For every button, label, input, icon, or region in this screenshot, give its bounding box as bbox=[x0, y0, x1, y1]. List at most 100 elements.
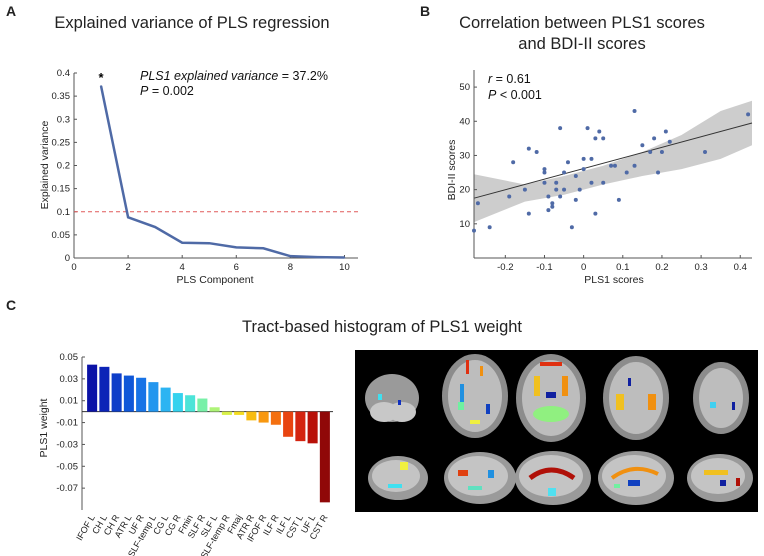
panel-c-bar bbox=[234, 411, 245, 415]
panel-a-xtick-label: 6 bbox=[234, 262, 239, 273]
panel-b-ytick-label: 30 bbox=[459, 150, 470, 161]
panel-b-scatter-point bbox=[581, 156, 586, 161]
panel-c-bar bbox=[148, 382, 159, 412]
panel-a-data-point bbox=[316, 256, 319, 258]
panel-b-scatter-point bbox=[616, 197, 621, 202]
brain-slice-axial-2 bbox=[442, 354, 508, 438]
panel-a-xtick-label: 10 bbox=[339, 262, 350, 273]
panel-b-scatter-point bbox=[542, 167, 547, 172]
panel-b-scatter-point bbox=[534, 150, 539, 155]
panel-a-ytick-label: 0 bbox=[65, 253, 70, 264]
panel-b-scatter-point bbox=[624, 170, 629, 175]
panel-c-title: Tract-based histogram of PLS1 weight bbox=[242, 318, 522, 336]
panel-a-significance-marker: * bbox=[99, 70, 105, 85]
panel-b-scatter-point bbox=[601, 180, 606, 185]
panel-b-xtick-label: -0.1 bbox=[536, 262, 552, 273]
panel-b-scatter-point bbox=[487, 225, 492, 230]
panel-b-xtick-label: 0.2 bbox=[655, 262, 668, 273]
panel-b-scatter-point bbox=[593, 211, 598, 216]
panel-a-data-point bbox=[181, 241, 183, 244]
panel-c-ytick-label: 0.05 bbox=[60, 352, 79, 363]
panel-a-ylabel: Explained variance bbox=[39, 120, 51, 209]
panel-b-scatter-point bbox=[659, 150, 664, 155]
panel-a-data-point bbox=[127, 216, 129, 219]
panel-c-bar bbox=[258, 411, 269, 423]
panel-b-scatter-point bbox=[601, 136, 606, 141]
panel-c-ytick-label: 0.01 bbox=[60, 396, 79, 407]
panel-a-ytick-label: 0.2 bbox=[57, 161, 70, 172]
panel-b-scatter-point bbox=[640, 143, 645, 148]
panel-b-title-line1: Correlation between PLS1 scores bbox=[459, 14, 705, 32]
brain-slice-axial-4 bbox=[603, 356, 669, 440]
panel-b-scatter-point bbox=[475, 201, 480, 206]
panel-c-bar bbox=[172, 393, 183, 412]
panel-b-scatter-point bbox=[593, 136, 598, 141]
panel-b-scatter-point bbox=[558, 194, 563, 199]
panel-b-scatter-point bbox=[632, 163, 637, 168]
brain-slice-axial-3 bbox=[516, 354, 586, 442]
panel-c-bar bbox=[160, 387, 171, 412]
panel-b-scatter-point bbox=[573, 197, 578, 202]
panel-c-ylabel: PLS1 weight bbox=[38, 398, 50, 457]
panel-a-data-point bbox=[289, 255, 292, 257]
panel-b-scatter-point bbox=[569, 225, 574, 230]
brain-slice-sagittal-1 bbox=[368, 456, 428, 500]
brain-slice-sagittal-2 bbox=[444, 452, 516, 504]
panel-c-ytick-label: 0.03 bbox=[60, 374, 79, 385]
panel-b-xtick-label: -0.2 bbox=[497, 262, 513, 273]
panel-a-data-point bbox=[343, 256, 346, 259]
panel-b-scatter-point bbox=[703, 150, 708, 155]
panel-letter-a: A bbox=[6, 3, 16, 19]
panel-c-bar bbox=[246, 411, 257, 421]
brain-slice-axial-1 bbox=[365, 374, 419, 422]
panel-b-xtick-label: 0 bbox=[581, 262, 586, 273]
panel-b-scatter-point bbox=[589, 180, 594, 185]
panel-b-scatter-point bbox=[554, 187, 559, 192]
panel-a-xlabel: PLS Component bbox=[176, 274, 253, 286]
panel-b-scatter-point bbox=[550, 201, 555, 206]
panel-b-scatter-point bbox=[597, 129, 602, 134]
panel-c-bar bbox=[99, 366, 110, 412]
panel-b-xlabel: PLS1 scores bbox=[584, 274, 644, 286]
panel-c-bar bbox=[319, 411, 330, 503]
panel-b-scatter-point bbox=[656, 170, 661, 175]
panel-a-ytick-label: 0.05 bbox=[52, 230, 71, 241]
panel-a-data-point bbox=[235, 246, 238, 249]
panel-b-scatter-point bbox=[663, 129, 668, 134]
panel-b-confidence-band bbox=[474, 100, 752, 223]
brain-slice-sagittal-5 bbox=[687, 454, 753, 502]
panel-b-scatter-point bbox=[507, 194, 512, 199]
panel-b-scatter-point bbox=[526, 146, 531, 151]
panel-b-ytick-label: 20 bbox=[459, 185, 470, 196]
panel-a-annotation-line2: P = 0.002 bbox=[140, 84, 194, 98]
panel-c-bar bbox=[185, 395, 196, 412]
brain-slice-axial-5 bbox=[693, 362, 749, 434]
panel-c-ytick-label: -0.03 bbox=[56, 439, 78, 450]
panel-b-fit-line bbox=[473, 122, 753, 199]
panel-b-scatter-point bbox=[562, 170, 567, 175]
panel-b-xtick-label: 0.3 bbox=[694, 262, 707, 273]
panel-b-scatter-point bbox=[746, 112, 751, 117]
panel-c-bar bbox=[136, 377, 147, 412]
brain-tract-image bbox=[355, 350, 758, 512]
panel-a-xtick-label: 2 bbox=[125, 262, 130, 273]
panel-b-scatter-point bbox=[472, 228, 476, 233]
panel-b-scatter-point bbox=[612, 163, 617, 168]
panel-a-ytick-label: 0.1 bbox=[57, 207, 70, 218]
panel-a-ytick-label: 0.15 bbox=[52, 184, 71, 195]
panel-a-ytick-label: 0.25 bbox=[52, 137, 71, 148]
panel-b-scatter-point bbox=[522, 187, 527, 192]
panel-b-scatter-point bbox=[609, 163, 614, 168]
panel-b-scatter-point bbox=[550, 204, 555, 209]
panel-b-ytick-label: 10 bbox=[459, 219, 470, 230]
panel-b-xtick-label: 0.1 bbox=[616, 262, 629, 273]
panel-b-scatter-point bbox=[558, 126, 563, 131]
panel-b-scatter-point bbox=[526, 211, 531, 216]
panel-a-xtick-label: 4 bbox=[180, 262, 185, 273]
panel-c-bar bbox=[87, 364, 98, 412]
panel-b-title-line2: and BDI-II scores bbox=[518, 35, 645, 53]
panel-a-ytick-label: 0.4 bbox=[57, 68, 70, 79]
panel-c-bar bbox=[209, 407, 220, 412]
panel-a-xtick-label: 8 bbox=[288, 262, 293, 273]
